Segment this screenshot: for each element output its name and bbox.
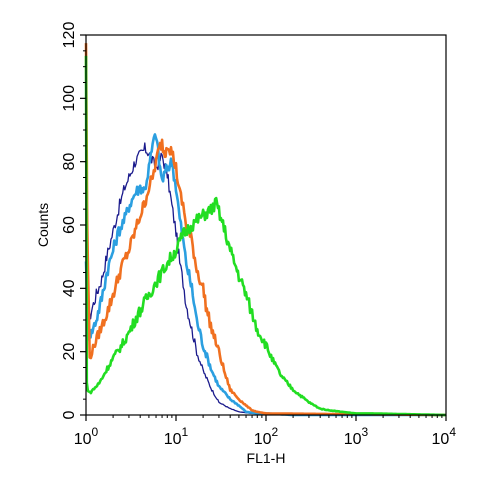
series-line-1 <box>85 142 446 416</box>
series-line-3 <box>84 43 447 417</box>
plot-frame <box>85 34 447 416</box>
y-tick-label: 60 <box>61 216 78 234</box>
y-axis: 0 20 40 60 80 100 120 <box>61 22 86 419</box>
y-tick-label: 100 <box>61 85 78 112</box>
y-tick-label: 20 <box>61 343 78 361</box>
y-axis-title: Counts <box>35 203 51 247</box>
x-tick-label: 104 <box>432 425 457 448</box>
x-tick-label: 102 <box>254 425 279 448</box>
x-tick-label: 103 <box>344 425 369 448</box>
series-line-2 <box>84 133 447 417</box>
x-axis: 100 101 102 103 104 <box>74 415 457 448</box>
x-tick-label: 101 <box>164 425 189 448</box>
y-tick-label: 80 <box>61 153 78 171</box>
x-axis-title: FL1-H <box>247 450 286 466</box>
plot-lines <box>84 43 447 417</box>
x-tick-label: 100 <box>74 425 99 448</box>
y-tick-label: 40 <box>61 279 78 297</box>
y-tick-label: 120 <box>61 22 78 49</box>
series-line-4 <box>84 55 447 417</box>
y-tick-label: 0 <box>61 410 78 419</box>
